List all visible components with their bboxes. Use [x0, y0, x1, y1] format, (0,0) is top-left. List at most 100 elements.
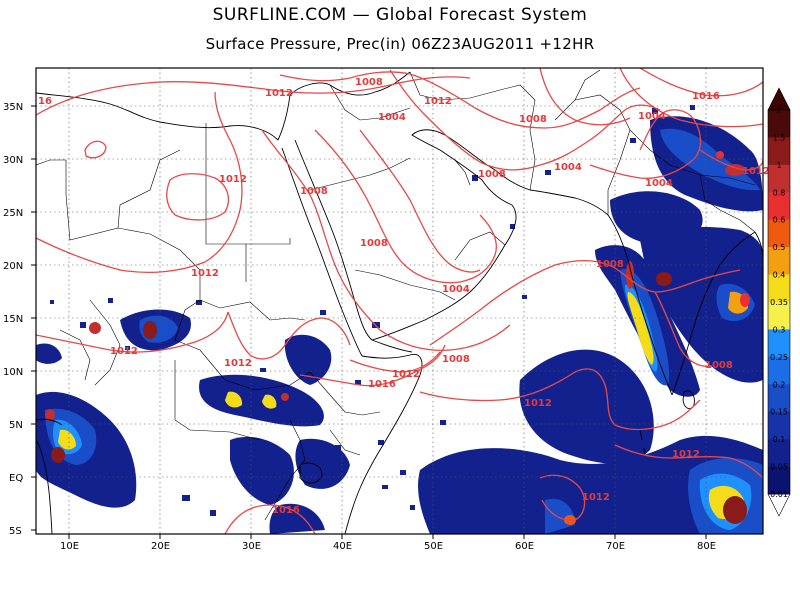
isobar-label: 1016: [368, 379, 396, 390]
isobar-label: 1012: [424, 96, 452, 107]
precip-area-kenya: [295, 438, 350, 489]
lat-label: 20N: [3, 261, 23, 272]
colorbar-segment: [768, 274, 790, 303]
border-line: [205, 123, 291, 282]
coastline-gulf-of-guinea: [36, 418, 63, 426]
coastline-iran-pakistan: [529, 189, 609, 216]
precip-max-cell: [740, 293, 750, 307]
isobar-1016-tanzania: [224, 504, 316, 534]
precip-max-cell: [723, 496, 747, 524]
isobar-circle: [84, 140, 107, 159]
isobar-label: 1012: [742, 166, 770, 177]
precip-max-cell: [725, 164, 745, 176]
isobar-label: 1004: [554, 162, 582, 173]
colorbar-segment: [768, 356, 790, 385]
precip-max-cell: [656, 272, 672, 286]
coastline-india-west: [607, 214, 673, 396]
isobar-label: 1012: [219, 174, 247, 185]
isobar-label: 16: [38, 96, 52, 107]
isobar-label: 1004: [378, 112, 406, 123]
precip-area-arabian-sea: [519, 349, 654, 464]
isobar-label: 1008: [355, 77, 383, 88]
border-line: [65, 149, 181, 241]
isobar-label: 1012: [524, 398, 552, 409]
precip-area-central-india: [610, 191, 703, 245]
isobar-label: 1012: [392, 369, 420, 380]
isobar-1008-arabian-sea: [429, 260, 741, 346]
lon-label: 80E: [697, 541, 716, 552]
precip-max-cell: [45, 409, 55, 421]
lat-label: EQ: [9, 473, 23, 484]
precip-area-equatorial-indian-ocean: [418, 435, 763, 534]
isobar-1016-tibet: [639, 68, 763, 97]
lon-label: 50E: [424, 541, 443, 552]
border-line: [264, 419, 306, 521]
colorbar-label: 1.5: [773, 133, 786, 142]
coastline-horn: [371, 339, 413, 353]
border-line: [629, 129, 756, 186]
precip-max-cell: [51, 447, 65, 463]
precip-area-central-africa: [199, 374, 324, 427]
lon-label: 20E: [151, 541, 170, 552]
isobar-1012-sahara: [36, 91, 243, 274]
isobar-label: 1008: [300, 186, 328, 197]
isobar-label: 1008: [705, 360, 733, 371]
precip-core: [545, 498, 575, 534]
graticule: [36, 68, 763, 534]
colorbar-segment: [768, 466, 790, 495]
coastline-lake-victoria: [299, 462, 323, 484]
isobar-label: 1004: [442, 284, 470, 295]
lon-label: 10E: [60, 541, 79, 552]
colorbar-label: 0.1: [773, 435, 786, 444]
precip-max-cell: [626, 261, 634, 289]
axis-ticks: [31, 105, 707, 539]
colorbar-label: 0.35: [770, 298, 788, 307]
colorbar-label: 2: [776, 106, 781, 115]
isobar-1004-inner-arabia: [359, 129, 481, 273]
colorbar-label: 0.05: [770, 463, 788, 472]
isobar-label: 1012: [110, 346, 138, 357]
isobar-label: 1008: [596, 259, 624, 270]
colorbar-segment: [768, 384, 790, 413]
isobar-1012-himalaya: [619, 68, 763, 128]
border-line: [174, 339, 311, 391]
precip-core: [225, 391, 243, 408]
colorbar-segment: [768, 247, 790, 275]
isobar-label: 1004: [645, 178, 673, 189]
colorbar-label: 0.2: [773, 380, 786, 389]
isobar-1004-pakistan: [589, 109, 702, 179]
isobar-1012-sahel: [36, 311, 229, 353]
colorbar-segment: [768, 137, 790, 166]
border-line: [329, 429, 361, 456]
isobar-label: 1004: [638, 111, 666, 122]
isobar-label: 1008: [442, 354, 470, 365]
border-line: [309, 157, 411, 191]
isobar-1016-horn: [299, 344, 446, 387]
border-line: [174, 360, 261, 441]
precip-core: [58, 429, 76, 450]
precip-max-cell: [281, 393, 289, 401]
border-line: [199, 299, 306, 321]
isobar-label: 1008: [478, 169, 506, 180]
colorbar-segment: [768, 439, 790, 467]
border-line: [309, 371, 381, 416]
lat-label: 35N: [3, 102, 23, 113]
colorbar-segment: [768, 219, 790, 248]
map-frame: [35, 67, 764, 535]
colorbar-segment: [768, 411, 790, 440]
colorbar-segment: [768, 192, 790, 221]
colorbar-label: 0.5: [773, 243, 786, 252]
precip-colorbar: 2 1.5 1 0.8 0.6 0.5 0.4 0.35 0.3 0.25 0.2 0.15 0.1 0.…: [767, 87, 791, 517]
latitude-labels: 35N 30N 25N 20N 15N 10N 5N EQ 5S: [3, 102, 23, 537]
isobar-1012-indian-ocean: [419, 368, 701, 431]
isobar-1012-south-west: [539, 474, 586, 521]
lat-label: 25N: [3, 208, 23, 219]
precip-specks: [50, 105, 695, 516]
precip-area-central-africa: [36, 343, 62, 364]
colorbar-label: 0.8: [773, 188, 786, 197]
isobar-label: 1012: [582, 492, 610, 503]
colorbar-segment: [768, 110, 790, 138]
isobar-1008-india-south: [654, 291, 713, 368]
isobar-label: 1012: [672, 449, 700, 460]
border-line: [59, 329, 91, 381]
